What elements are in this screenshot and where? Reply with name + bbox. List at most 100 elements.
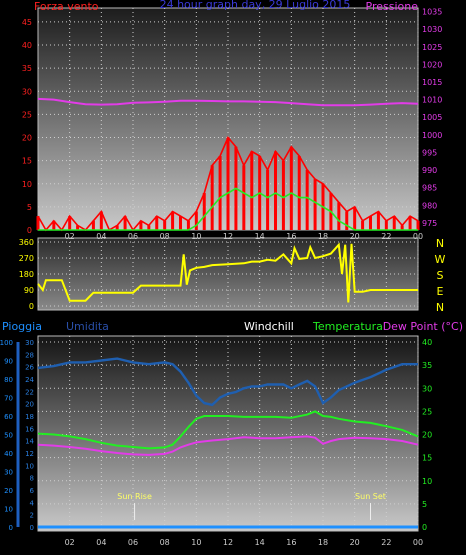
- y-right-tick-label: 30: [422, 384, 432, 393]
- x-tick-label: 00: [413, 538, 423, 547]
- y-right-tick-label: 995: [422, 148, 437, 157]
- y-humidity-tick-label: 28: [25, 351, 34, 359]
- y-right-tick-label: 975: [422, 219, 437, 228]
- compass-label: N: [436, 301, 444, 314]
- y-right-tick-label: 40: [422, 338, 432, 347]
- header-label-temperature: Temperatura: [312, 320, 383, 333]
- y-right-tick-label: 1020: [422, 60, 442, 69]
- y-right-tick-label: 990: [422, 166, 437, 175]
- header-label-windchill: Windchill: [244, 320, 294, 333]
- x-tick-label: 04: [96, 538, 106, 547]
- y-humidity-tick-label: 4: [30, 499, 35, 507]
- header-label-rain: Pioggia: [2, 320, 42, 333]
- x-tick-label: 16: [286, 538, 296, 547]
- x-tick-label: 02: [65, 232, 75, 241]
- header-label-dewpoint: Dew Point (°C): [383, 320, 463, 333]
- y-humidity-tick-label: 26: [25, 364, 34, 372]
- y-rain-tick-label: 40: [4, 450, 13, 458]
- y-left-tick-label: 5: [27, 203, 32, 212]
- x-tick-label: 22: [381, 232, 391, 241]
- axis-ticks: 02 04 06 08 10 12 14 16 18 20 22 000510152025303540…: [0, 8, 446, 547]
- x-tick-label: 10: [191, 232, 201, 241]
- x-tick-label: 20: [350, 232, 360, 241]
- compass-label: E: [437, 285, 444, 298]
- y-rain-tick-label: 20: [4, 487, 13, 495]
- y-tick-label: 360: [19, 238, 34, 247]
- sun-set-annotation: Sun Set: [355, 492, 386, 501]
- y-right-tick-label: 1030: [422, 25, 442, 34]
- y-left-tick-label: 30: [22, 87, 32, 96]
- y-right-tick-label: 1015: [422, 78, 442, 87]
- y-rain-tick-label: 0: [9, 524, 13, 532]
- wind-series: [36, 97, 420, 232]
- x-tick-label: 14: [255, 538, 265, 547]
- y-tick-label: 270: [19, 254, 34, 263]
- y-humidity-tick-label: 2: [30, 512, 34, 520]
- header-label-humidity: Umidita: [66, 320, 109, 333]
- y-rain-tick-label: 90: [4, 358, 13, 366]
- x-tick-label: 18: [318, 232, 328, 241]
- x-tick-label: 16: [286, 232, 296, 241]
- x-tick-label: 00: [413, 232, 423, 241]
- y-right-tick-label: 25: [422, 407, 432, 416]
- x-tick-label: 02: [65, 538, 75, 547]
- x-tick-label: 04: [96, 232, 106, 241]
- y-right-tick-label: 1005: [422, 113, 442, 122]
- y-tick-label: 180: [19, 270, 34, 279]
- chart-title: 24 hour graph day, 29 Luglio 2015: [160, 0, 351, 11]
- y-rain-tick-label: 30: [4, 469, 13, 477]
- y-right-tick-label: 10: [422, 477, 432, 486]
- x-tick-label: 12: [223, 232, 233, 241]
- temperature-grid: [16, 336, 419, 531]
- y-humidity-tick-label: 22: [25, 388, 34, 396]
- sun-rise-annotation: Sun Rise: [117, 492, 152, 501]
- y-right-tick-label: 5: [422, 500, 427, 509]
- dew-point-line: [37, 435, 419, 456]
- series-line: [37, 97, 419, 107]
- y-rain-tick-label: 60: [4, 413, 13, 421]
- gusts-line: [37, 135, 419, 232]
- y-rain-tick-label: 80: [4, 376, 13, 384]
- x-tick-label: 20: [350, 538, 360, 547]
- y-humidity-tick-label: 16: [25, 425, 34, 433]
- x-tick-label: 06: [128, 538, 138, 547]
- x-tick-label: 06: [128, 232, 138, 241]
- wind-direction-line: [37, 242, 418, 303]
- x-tick-label: 08: [160, 538, 170, 547]
- compass-label: W: [435, 253, 446, 266]
- x-tick-label: 08: [160, 232, 170, 241]
- y-right-tick-label: 1025: [422, 43, 442, 52]
- y-right-tick-label: 1035: [422, 8, 442, 17]
- y-tick-label: 90: [24, 286, 34, 295]
- y-right-tick-label: 15: [422, 454, 432, 463]
- y-left-tick-label: 40: [22, 41, 32, 50]
- y-tick-label: 0: [29, 302, 34, 311]
- y-rain-tick-label: 10: [4, 506, 13, 514]
- y-left-tick-label: 0: [27, 226, 32, 235]
- compass-label: S: [437, 269, 444, 282]
- y-rain-tick-label: 100: [0, 339, 13, 347]
- y-humidity-tick-label: 8: [30, 475, 34, 483]
- y-left-tick-label: 35: [22, 64, 32, 73]
- y-left-tick-label: 45: [22, 18, 32, 27]
- y-humidity-tick-label: 10: [25, 462, 34, 470]
- x-tick-label: 18: [318, 538, 328, 547]
- humidity-line: [37, 357, 418, 407]
- y-right-tick-label: 35: [422, 361, 432, 370]
- right-axis-label: Pressione: [366, 0, 419, 13]
- x-tick-label: 12: [223, 538, 233, 547]
- compass-label: N: [436, 237, 444, 250]
- y-right-tick-label: 1010: [422, 96, 442, 105]
- y-humidity-tick-label: 30: [25, 339, 34, 347]
- y-humidity-tick-label: 6: [30, 487, 35, 495]
- y-right-tick-label: 1000: [422, 131, 442, 140]
- left-axis-label: Forza vento: [34, 0, 99, 13]
- y-humidity-tick-label: 18: [25, 413, 34, 421]
- x-tick-label: 22: [381, 538, 391, 547]
- y-humidity-tick-label: 0: [30, 524, 34, 532]
- temperature-line: [37, 410, 419, 450]
- y-left-tick-label: 25: [22, 110, 32, 119]
- x-tick-label: 10: [191, 538, 201, 547]
- y-right-tick-label: 0: [422, 523, 427, 532]
